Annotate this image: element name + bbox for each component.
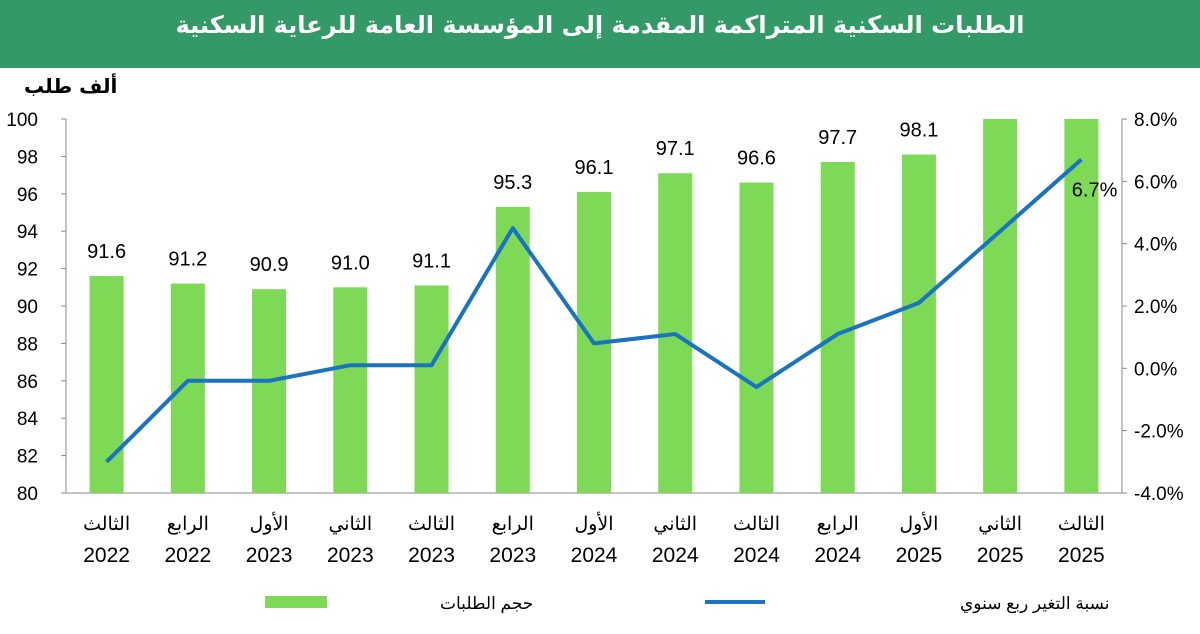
x-tick-label-year: 2022 — [83, 544, 130, 567]
bar — [901, 154, 936, 493]
bar — [983, 119, 1018, 493]
bar-data-label: 97.1 — [656, 138, 695, 160]
x-tick-label-year: 2023 — [246, 544, 293, 567]
bar-data-label: 96.1 — [575, 157, 614, 179]
x-tick-label-year: 2023 — [489, 544, 536, 567]
bar-data-label: 91.6 — [87, 241, 126, 263]
bar — [495, 206, 530, 493]
y2-tick-label: 0.0% — [1134, 359, 1177, 380]
y2-tick-label: 2.0% — [1134, 297, 1177, 318]
y-tick-label: 96 — [17, 185, 38, 206]
y-tick-label: 92 — [17, 260, 38, 281]
bar — [414, 285, 449, 493]
x-tick-label-year: 2025 — [896, 544, 943, 567]
y-axis-label: ألف طلب — [24, 74, 118, 98]
y-tick-label: 80 — [17, 484, 38, 505]
x-tick-label-quarter: الثاني — [978, 514, 1022, 535]
x-tick-label-quarter: الثالث — [1058, 514, 1105, 535]
bar — [820, 162, 855, 493]
y2-tick-label: 4.0% — [1134, 235, 1177, 256]
legend-bar-swatch — [265, 596, 327, 608]
y-tick-label: 94 — [17, 222, 39, 243]
x-tick-label-year: 2025 — [1058, 544, 1105, 567]
x-tick-label-quarter: الثالث — [408, 514, 455, 535]
y-tick-label: 88 — [17, 334, 38, 355]
y2-tick-label: 6.0% — [1134, 172, 1177, 193]
bar — [252, 289, 287, 493]
x-tick-label-quarter: الأول — [574, 511, 613, 535]
y-tick-label: 86 — [17, 372, 38, 393]
bar — [739, 182, 774, 493]
x-tick-label-year: 2025 — [977, 544, 1024, 567]
line-data-label: 6.7% — [1072, 180, 1118, 202]
chart-title: الطلبات السكنية المتراكمة المقدمة إلى ال… — [0, 0, 1200, 68]
y-tick-label: 100 — [6, 110, 38, 131]
x-tick-label-quarter: الرابع — [167, 514, 209, 535]
y2-tick-label: -2.0% — [1134, 422, 1184, 443]
y-tick-label: 84 — [17, 409, 39, 430]
x-tick-label-year: 2024 — [814, 544, 861, 567]
x-tick-label-quarter: الثالث — [733, 514, 780, 535]
y-tick-label: 90 — [17, 297, 38, 318]
bar-data-label: 98.1 — [899, 120, 938, 142]
y2-tick-label: -4.0% — [1134, 484, 1184, 505]
x-tick-label-quarter: الثالث — [83, 514, 130, 535]
bar — [170, 283, 205, 493]
bar — [333, 287, 368, 493]
x-tick-label-quarter: الثاني — [328, 514, 372, 535]
bar-data-label: 96.6 — [737, 148, 776, 170]
y-tick-label: 82 — [17, 447, 38, 468]
x-tick-label-quarter: الثاني — [653, 514, 697, 535]
y-tick-label: 98 — [17, 147, 38, 168]
x-tick-label-quarter: الرابع — [817, 514, 859, 535]
bar-data-label: 91.0 — [331, 252, 370, 274]
bar — [1064, 119, 1099, 493]
bar — [89, 276, 124, 493]
x-tick-label-quarter: الأول — [899, 511, 938, 535]
x-tick-label-year: 2024 — [652, 544, 699, 567]
bar-data-label: 95.3 — [493, 172, 532, 194]
legend-line-label: نسبة التغير ربع سنوي — [960, 594, 1110, 614]
x-tick-label-year: 2023 — [408, 544, 455, 567]
y2-tick-label: 8.0% — [1134, 110, 1177, 131]
bar-data-label: 91.1 — [412, 250, 451, 272]
bar-data-label: 91.2 — [168, 249, 207, 271]
x-tick-label-year: 2024 — [733, 544, 780, 567]
legend-bar-label: حجم الطلبات — [440, 594, 533, 614]
x-tick-label-year: 2022 — [164, 544, 211, 567]
x-tick-label-quarter: الرابع — [492, 514, 534, 535]
bar-data-label: 90.9 — [250, 254, 289, 276]
x-tick-label-year: 2023 — [327, 544, 374, 567]
x-tick-label-quarter: الأول — [250, 511, 289, 535]
x-tick-label-year: 2024 — [571, 544, 618, 567]
bar-data-label: 97.7 — [818, 127, 857, 149]
